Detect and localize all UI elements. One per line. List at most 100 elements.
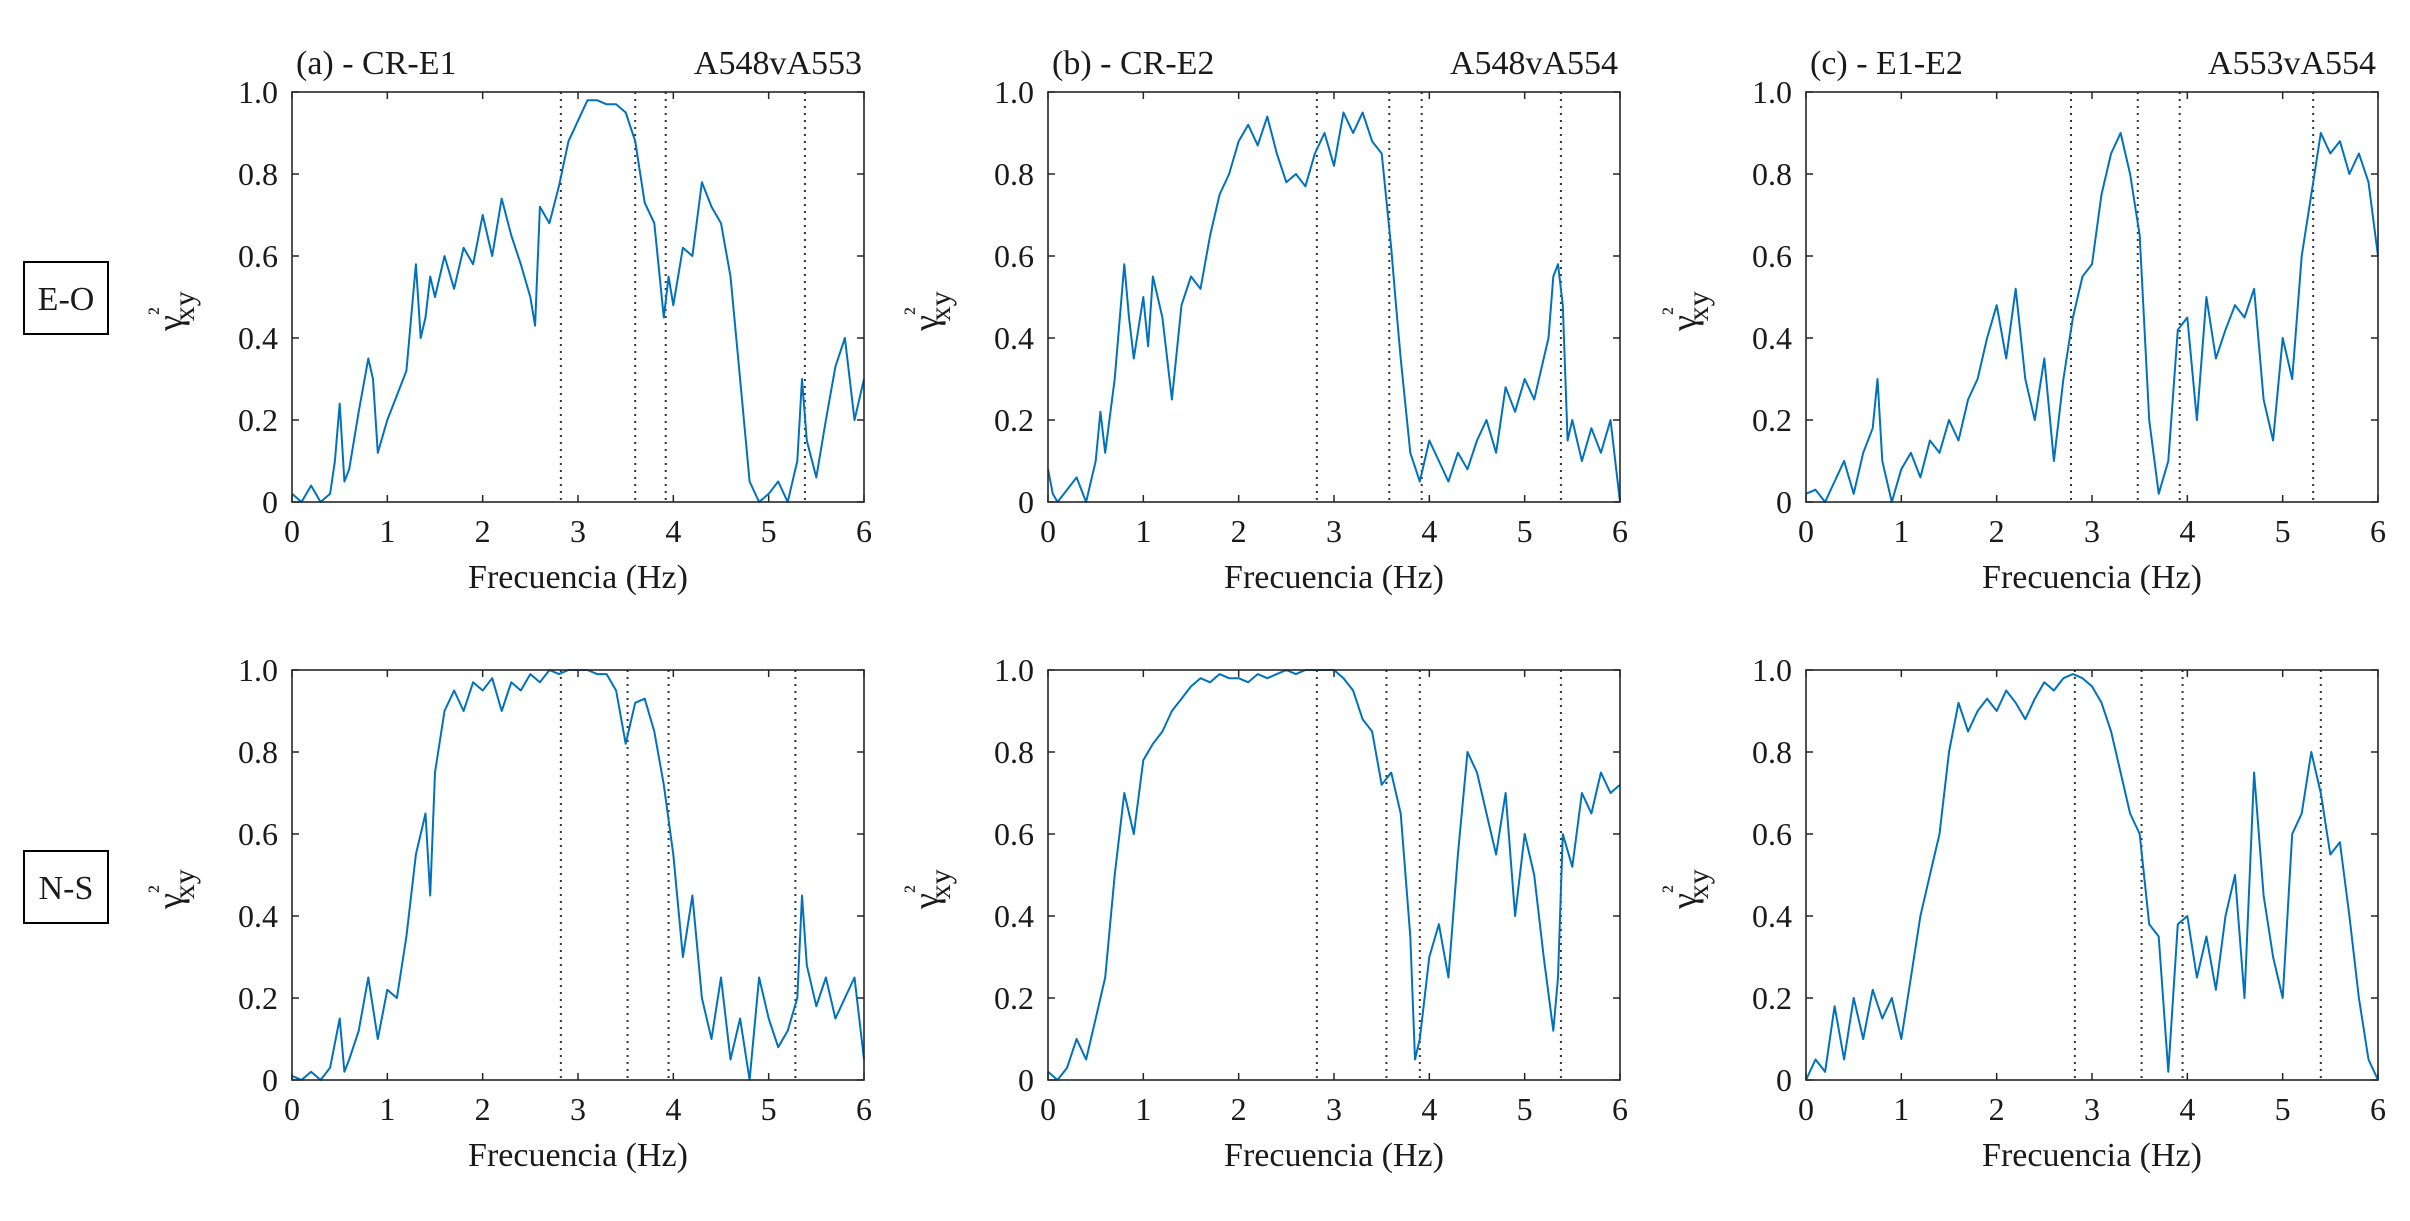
panel-3: 0 1 2 3 4 5 6 0 0.2 0.4 0.6 0.8 1.0 Frecuencia (Hz) γ²…	[1657, 45, 2386, 596]
panel-1-y-tick-label: 0.8	[238, 156, 278, 192]
row-label-n-s-text: N-S	[39, 870, 94, 907]
panel-3-y-tick-label: 0.6	[1752, 238, 1792, 274]
panel-5-x-tick-label: 6	[1612, 1091, 1628, 1127]
panel-5-y-tick-label: 0.8	[994, 734, 1034, 770]
row-label-n-s: N-S	[23, 850, 109, 924]
panel-4-axes-frame	[291, 669, 865, 1081]
panel-2-x-tick-label: 2	[1231, 513, 1247, 549]
panel-5: 0 1 2 3 4 5 6 0 0.2 0.4 0.6 0.8 1.0 Frecuencia (Hz) γ²…	[899, 652, 1628, 1174]
panel-1-x-tick-label: 3	[570, 513, 586, 549]
panel-6-x-tick-label: 0	[1798, 1091, 1814, 1127]
panel-2-plot-area	[1048, 92, 1620, 502]
panel-2-axes-frame	[1047, 91, 1621, 503]
panel-1-x-tick-label: 2	[475, 513, 491, 549]
panel-3-x-axis-label: Frecuencia (Hz)	[1982, 559, 2202, 596]
panel-2-coherence-line	[1047, 111, 1621, 503]
panel-4-y-tick-label: 0.2	[238, 980, 278, 1016]
panel-1-x-axis-label: Frecuencia (Hz)	[468, 559, 688, 596]
panel-1-x-tick-label: 0	[284, 513, 300, 549]
panel-4-x-tick-label: 1	[379, 1091, 395, 1127]
panel-3-axes-frame	[1805, 91, 2379, 503]
panel-4-x-tick-label: 0	[284, 1091, 300, 1127]
panel-1-y-axis-label: γ²xy	[143, 291, 201, 332]
panel-2: 0 1 2 3 4 5 6 0 0.2 0.4 0.6 0.8 1.0 Frecuencia (Hz) γ²…	[899, 45, 1628, 596]
panel-6-y-tick-label: 0.8	[1752, 734, 1792, 770]
panel-6-y-tick-label: 0	[1776, 1062, 1792, 1098]
panel-2-x-axis-label: Frecuencia (Hz)	[1224, 559, 1444, 596]
panel-2-x-tick-label: 0	[1040, 513, 1056, 549]
panel-6-axes-frame	[1805, 669, 2379, 1081]
panel-3-y-tick-label: 1.0	[1752, 74, 1792, 110]
panel-1-x-tick-label: 6	[856, 513, 872, 549]
panel-5-y-tick-label: 0.4	[994, 898, 1034, 934]
panel-3-y-tick-label: 0	[1776, 484, 1792, 520]
panel-3-x-tick-label: 2	[1989, 513, 2005, 549]
panel-5-x-tick-label: 2	[1231, 1091, 1247, 1127]
panel-2-x-tick-label: 6	[1612, 513, 1628, 549]
panel-1-y-tick-label: 0.2	[238, 402, 278, 438]
panel-5-x-tick-label: 1	[1135, 1091, 1151, 1127]
panel-4-y-tick-label: 1.0	[238, 652, 278, 688]
row-label-e-o-text: E-O	[38, 281, 95, 318]
panel-2-x-tick-label: 1	[1135, 513, 1151, 549]
panel-3-coherence-line	[1805, 132, 2379, 503]
panel-1-title-left: (a) - CR-E1	[296, 45, 457, 82]
panel-1-y-tick-label: 1.0	[238, 74, 278, 110]
panel-5-x-tick-label: 5	[1517, 1091, 1533, 1127]
panel-3-x-tick-label: 5	[2275, 513, 2291, 549]
panel-5-y-tick-label: 0.2	[994, 980, 1034, 1016]
panel-1-coherence-line	[291, 99, 865, 503]
panel-1-y-tick-label: 0	[262, 484, 278, 520]
panel-5-y-tick-label: 1.0	[994, 652, 1034, 688]
subplot-grid: 0 1 2 3 4 5 6 0 0.2 0.4 0.6 0.8 1.0 Frecuencia (Hz) γ²…	[143, 45, 2386, 1174]
panel-6-y-tick-label: 0.6	[1752, 816, 1792, 852]
panel-5-plot-area	[1048, 670, 1620, 1080]
panel-1-x-tick-label: 4	[665, 513, 681, 549]
panel-5-y-axis-label: γ²xy	[899, 869, 957, 910]
panel-3-title-right: A553vA554	[2208, 45, 2376, 82]
panel-5-x-axis-label: Frecuencia (Hz)	[1224, 1137, 1444, 1174]
panel-1-x-tick-label: 5	[761, 513, 777, 549]
panel-5-y-tick-label: 0	[1018, 1062, 1034, 1098]
panel-3-y-tick-label: 0.8	[1752, 156, 1792, 192]
panel-2-x-tick-label: 4	[1421, 513, 1437, 549]
panel-5-x-tick-label: 3	[1326, 1091, 1342, 1127]
panel-6-x-tick-label: 4	[2179, 1091, 2195, 1127]
panel-3-x-tick-label: 4	[2179, 513, 2195, 549]
panel-2-title-right: A548vA554	[1450, 45, 1618, 82]
panel-2-y-tick-label: 1.0	[994, 74, 1034, 110]
panel-1-y-tick-label: 0.6	[238, 238, 278, 274]
panel-6-x-tick-label: 2	[1989, 1091, 2005, 1127]
panel-4-x-axis-label: Frecuencia (Hz)	[468, 1137, 688, 1174]
panel-4-x-tick-label: 6	[856, 1091, 872, 1127]
panel-2-y-tick-label: 0.6	[994, 238, 1034, 274]
panel-4-y-tick-label: 0.4	[238, 898, 278, 934]
panel-3-plot-area	[1806, 92, 2378, 502]
panel-3-x-tick-label: 3	[2084, 513, 2100, 549]
panel-1-title-right: A548vA553	[694, 45, 862, 82]
panel-5-y-tick-label: 0.6	[994, 816, 1034, 852]
panel-2-x-tick-label: 3	[1326, 513, 1342, 549]
panel-1-x-tick-label: 1	[379, 513, 395, 549]
panel-2-y-tick-label: 0.8	[994, 156, 1034, 192]
panel-4-plot-area	[292, 670, 864, 1080]
panel-6-plot-area	[1806, 670, 2378, 1080]
panel-4-x-tick-label: 5	[761, 1091, 777, 1127]
panel-2-y-tick-label: 0.2	[994, 402, 1034, 438]
panel-6-y-axis-label: γ²xy	[1657, 869, 1715, 910]
row-label-e-o: E-O	[23, 261, 109, 335]
panel-2-title-left: (b) - CR-E2	[1052, 45, 1214, 82]
panel-3-y-tick-label: 0.4	[1752, 320, 1792, 356]
panel-3-y-tick-label: 0.2	[1752, 402, 1792, 438]
panel-1: 0 1 2 3 4 5 6 0 0.2 0.4 0.6 0.8 1.0 Frecuencia (Hz) γ²…	[143, 45, 872, 596]
panel-4-y-tick-label: 0.6	[238, 816, 278, 852]
panel-1-plot-area	[292, 92, 864, 502]
panel-3-x-tick-label: 6	[2370, 513, 2386, 549]
panel-4: 0 1 2 3 4 5 6 0 0.2 0.4 0.6 0.8 1.0 Frecuencia (Hz) γ²…	[143, 652, 872, 1174]
panel-4-x-tick-label: 2	[475, 1091, 491, 1127]
panel-6-y-tick-label: 0.4	[1752, 898, 1792, 934]
panel-4-x-tick-label: 3	[570, 1091, 586, 1127]
panel-6-coherence-line	[1805, 673, 2379, 1081]
panel-5-x-tick-label: 0	[1040, 1091, 1056, 1127]
